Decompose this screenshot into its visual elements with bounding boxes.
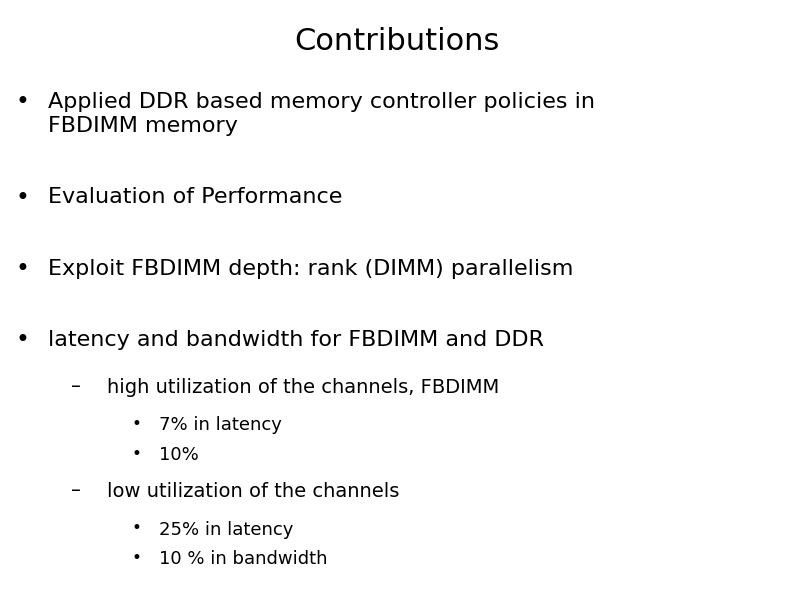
Text: •: • — [16, 257, 29, 281]
Text: Evaluation of Performance: Evaluation of Performance — [48, 187, 342, 208]
Text: •: • — [16, 90, 29, 114]
Text: low utilization of the channels: low utilization of the channels — [107, 482, 399, 501]
Text: •: • — [16, 186, 29, 209]
Text: –: – — [71, 377, 81, 396]
Text: 25% in latency: 25% in latency — [159, 521, 293, 538]
Text: •: • — [16, 328, 29, 352]
Text: high utilization of the channels, FBDIMM: high utilization of the channels, FBDIMM — [107, 378, 499, 397]
Text: Contributions: Contributions — [295, 27, 499, 56]
Text: Exploit FBDIMM depth: rank (DIMM) parallelism: Exploit FBDIMM depth: rank (DIMM) parall… — [48, 259, 573, 279]
Text: •: • — [131, 519, 141, 537]
Text: •: • — [131, 549, 141, 567]
Text: latency and bandwidth for FBDIMM and DDR: latency and bandwidth for FBDIMM and DDR — [48, 330, 544, 350]
Text: 10 % in bandwidth: 10 % in bandwidth — [159, 550, 327, 568]
Text: Applied DDR based memory controller policies in
FBDIMM memory: Applied DDR based memory controller poli… — [48, 92, 595, 136]
Text: •: • — [131, 415, 141, 433]
Text: –: – — [71, 481, 81, 500]
Text: •: • — [131, 445, 141, 463]
Text: 7% in latency: 7% in latency — [159, 416, 282, 434]
Text: 10%: 10% — [159, 446, 198, 464]
